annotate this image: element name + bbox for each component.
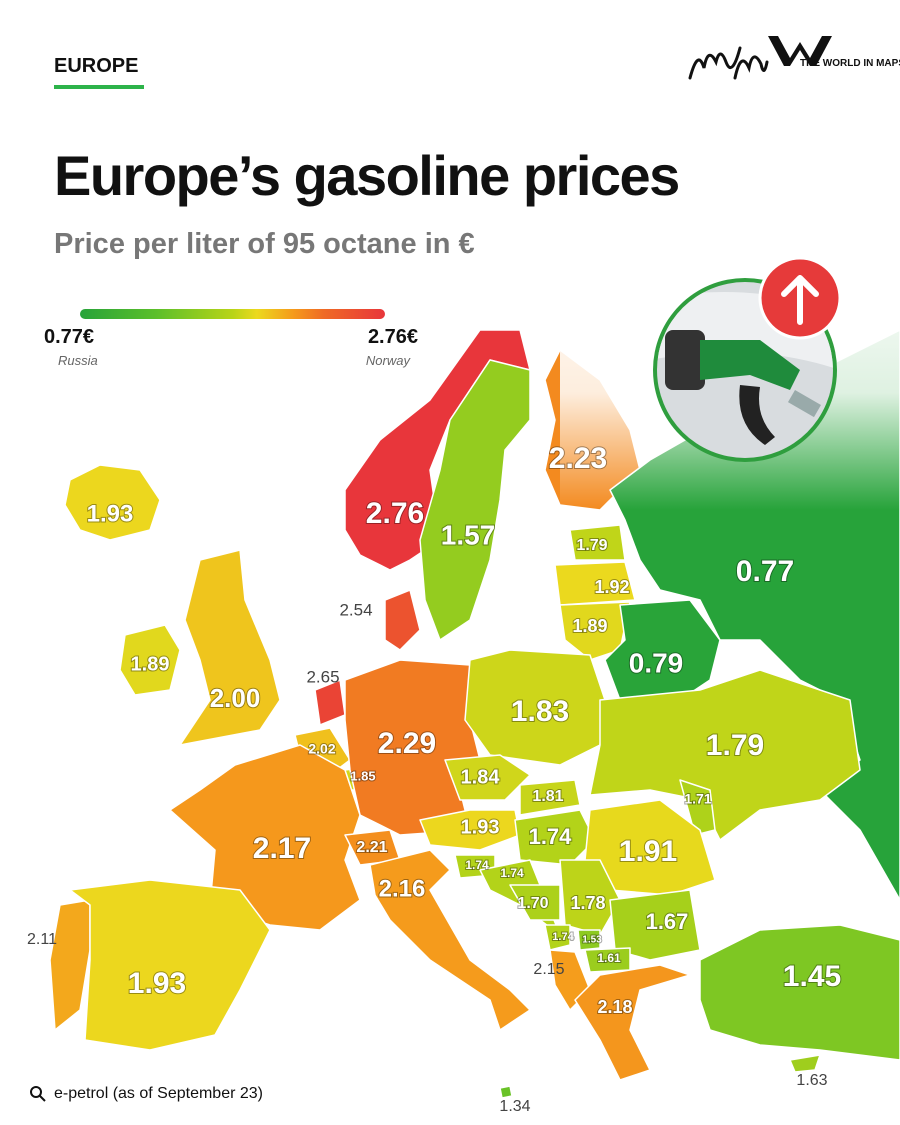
price-label: 1.93 (461, 816, 500, 838)
country (559, 601, 631, 661)
legend-bar (80, 309, 385, 319)
logo-mark (768, 36, 832, 66)
legend-max-label: 2.76€ (368, 326, 418, 348)
section-label: EUROPE (54, 55, 138, 77)
price-label: 1.89 (131, 653, 170, 675)
search-icon-handle (39, 1095, 46, 1102)
price-label: 1.61 (597, 951, 621, 965)
map-regions (49, 329, 900, 1099)
title: Europe’s gasoline prices (54, 144, 679, 207)
price-label: 1.53 (582, 935, 602, 946)
price-label: 1.67 (646, 909, 689, 934)
price-label: 1.91 (619, 835, 677, 868)
country (789, 1054, 821, 1073)
country (69, 879, 271, 1051)
country (384, 589, 421, 651)
price-label: 1.93 (87, 500, 134, 527)
map-labels: 1.93 2.76 1.57 2.23 0.77 1.79 1.92 1.89 0.79 2.54… (27, 441, 842, 1115)
price-label: 0.77 (736, 555, 794, 588)
country (314, 679, 346, 726)
country (509, 884, 561, 921)
country (119, 624, 181, 696)
price-label: 1.34 (499, 1098, 530, 1115)
price-label: 1.70 (517, 895, 548, 912)
price-label: 1.74 (465, 858, 489, 872)
section-underline (54, 85, 144, 89)
price-label: 1.92 (594, 577, 629, 597)
country (574, 964, 691, 1081)
price-label: 2.11 (27, 931, 57, 948)
price-label: 0.79 (629, 647, 684, 678)
price-label: 1.78 (570, 893, 605, 913)
price-label: 1.63 (796, 1072, 827, 1089)
price-label: 2.23 (549, 442, 607, 475)
price-label: 2.29 (378, 727, 436, 760)
country (559, 859, 621, 936)
country (519, 779, 581, 816)
price-label: 2.00 (210, 683, 261, 713)
pump-photo (653, 256, 842, 462)
price-label: 2.16 (379, 875, 426, 902)
price-label: 1.89 (572, 616, 607, 636)
source: e-petrol (as of September 23) (54, 1085, 263, 1102)
legend-min-country: Russia (58, 353, 98, 368)
price-label: 1.45 (783, 960, 841, 993)
price-label: 2.65 (306, 667, 339, 686)
price-label: 1.79 (576, 537, 607, 554)
price-label: 1.84 (461, 766, 501, 788)
country (169, 744, 361, 931)
country (344, 659, 481, 836)
country (609, 889, 701, 961)
price-label: 2.17 (253, 832, 311, 865)
price-label: 1.71 (684, 791, 711, 807)
country (514, 809, 596, 866)
price-label: 1.74 (529, 824, 573, 849)
country (679, 779, 716, 836)
country (699, 924, 900, 1061)
price-label: 1.79 (706, 729, 764, 762)
price-label: 2.54 (339, 600, 372, 619)
country (369, 849, 531, 1031)
country (179, 549, 281, 746)
price-label: 1.74 (552, 931, 574, 943)
country (544, 924, 571, 951)
price-label: 2.21 (356, 839, 387, 856)
country (589, 669, 861, 841)
subtitle: Price per liter of 95 octane in € (54, 228, 475, 260)
price-label: 1.85 (350, 768, 375, 783)
price-label: 2.18 (597, 997, 632, 1017)
price-label: 1.83 (511, 695, 569, 728)
country (577, 929, 601, 951)
logo-brand: THE WORLD IN MAPS (800, 58, 900, 69)
legend-min-label: 0.77€ (44, 326, 94, 348)
legend-max-country: Norway (366, 353, 412, 368)
price-label: 2.15 (533, 961, 564, 978)
price-label: 1.74 (500, 866, 524, 880)
country (554, 561, 636, 606)
price-label: 2.02 (308, 741, 335, 757)
price-label: 1.93 (128, 967, 186, 1000)
country (444, 754, 531, 801)
price-label: 1.81 (532, 788, 563, 805)
country (569, 524, 626, 561)
country (64, 464, 161, 541)
price-label: 1.57 (441, 519, 496, 550)
price-label: 2.76 (366, 497, 424, 530)
country (49, 899, 91, 1031)
country (419, 359, 531, 641)
search-icon (30, 1086, 42, 1098)
logo-script (688, 46, 769, 80)
country (499, 1085, 513, 1099)
